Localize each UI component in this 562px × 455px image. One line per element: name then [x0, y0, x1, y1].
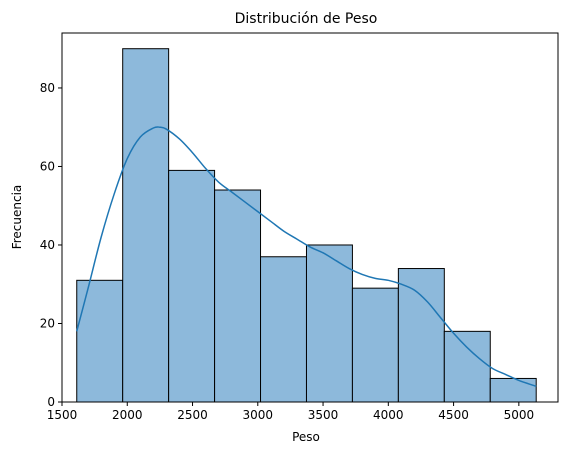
- histogram-bar: [351, 287, 399, 403]
- histogram-bars: [76, 48, 537, 403]
- histogram-bar: [214, 189, 262, 403]
- histogram-bar: [168, 169, 216, 403]
- histogram-bar: [489, 377, 537, 403]
- x-tick-label: 5000: [504, 408, 535, 422]
- kde-curve: [76, 126, 537, 388]
- y-tick-label: 40: [40, 238, 55, 252]
- histogram-bar: [122, 48, 170, 403]
- y-axis-label: Frecuencia: [10, 185, 24, 250]
- x-tick-label: 4500: [438, 408, 469, 422]
- x-axis: 1500 2000 2500 3000 3500 4000 4500 5000: [47, 402, 534, 422]
- histogram-bar: [260, 256, 307, 403]
- y-tick-label: 80: [40, 81, 55, 95]
- y-axis: 0 20 40 60 80: [40, 81, 62, 409]
- histogram-bar: [443, 330, 491, 403]
- x-tick-label: 2000: [112, 408, 143, 422]
- y-tick-label: 0: [47, 395, 55, 409]
- plot-frame: [61, 32, 559, 403]
- kde-line: [76, 126, 537, 388]
- y-tick-label: 60: [40, 159, 55, 173]
- histogram-bar: [397, 268, 445, 403]
- x-tick-label: 3000: [243, 408, 274, 422]
- x-tick-label: 4000: [373, 408, 404, 422]
- x-tick-label: 2500: [177, 408, 208, 422]
- histogram-bar: [305, 244, 353, 403]
- histogram-bar: [76, 279, 124, 403]
- x-tick-label: 1500: [47, 408, 78, 422]
- x-axis-label: Peso: [292, 430, 320, 444]
- x-tick-label: 3500: [308, 408, 339, 422]
- y-tick-label: 20: [40, 316, 55, 330]
- chart-title: Distribución de Peso: [235, 11, 378, 27]
